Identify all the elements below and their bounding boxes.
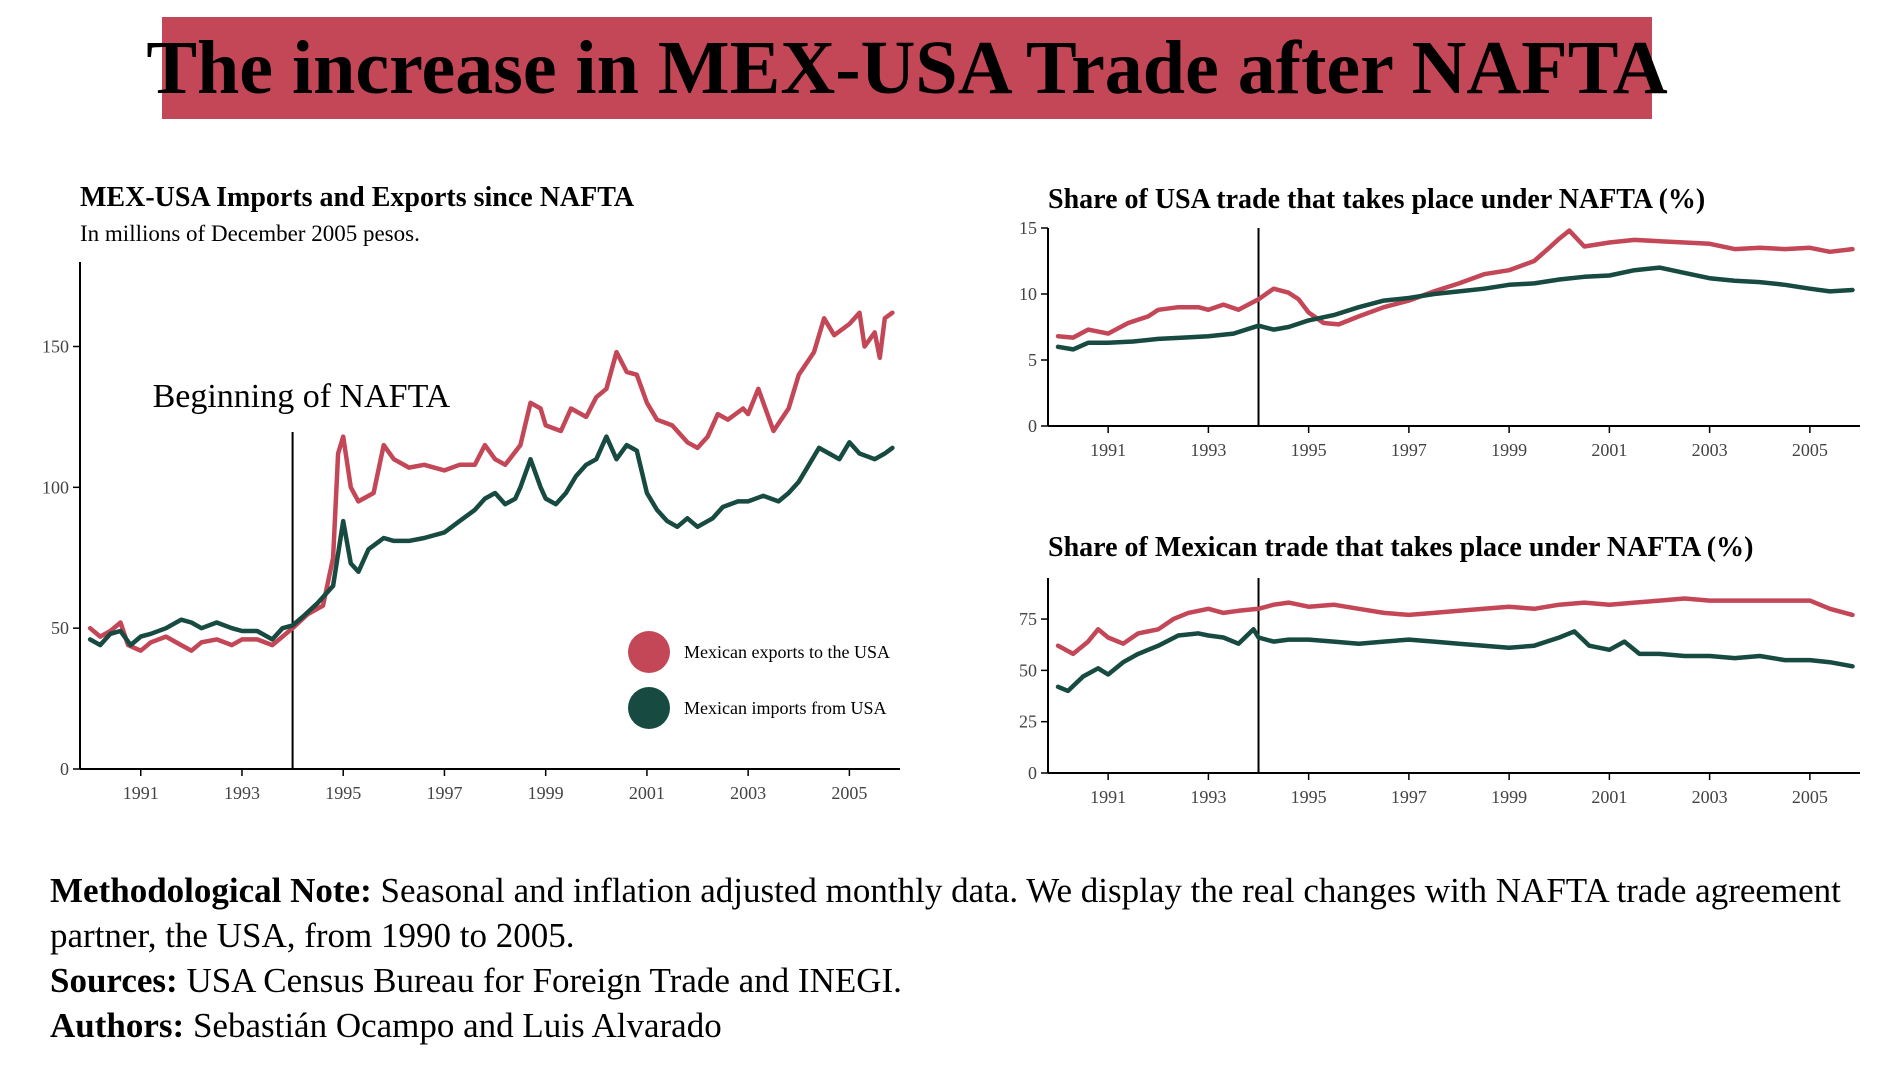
x-tick-label: 1991 — [1090, 787, 1126, 807]
x-tick-label: 1995 — [325, 783, 361, 803]
x-tick-label: 1993 — [1190, 440, 1226, 460]
legend-swatch — [628, 631, 670, 673]
x-tick-label: 1993 — [1190, 787, 1226, 807]
x-tick-label: 2001 — [629, 783, 665, 803]
y-tick-label: 10 — [1019, 284, 1037, 304]
method-note: Methodological Note: Seasonal and inflat… — [50, 868, 1850, 958]
x-tick-label: 1999 — [528, 783, 564, 803]
x-tick-label: 1995 — [1291, 440, 1327, 460]
series-line-0 — [1055, 596, 1855, 657]
x-tick-label: 2005 — [831, 783, 867, 803]
series-line-1 — [1055, 265, 1855, 352]
method-note-text: Seasonal and inflation adjusted monthly … — [50, 871, 1841, 955]
chart-title-mex-share: Share of Mexican trade that takes place … — [1048, 532, 1754, 563]
x-tick-label: 2003 — [1692, 440, 1728, 460]
chart-title-usa-share: Share of USA trade that takes place unde… — [1048, 184, 1706, 215]
legend-label: Mexican imports from USA — [684, 698, 886, 718]
x-tick-label: 1991 — [123, 783, 159, 803]
y-tick-label: 0 — [1028, 416, 1037, 436]
x-tick-label: 2003 — [730, 783, 766, 803]
page-title: The increase in MEX-USA Trade after NAFT… — [146, 25, 1668, 110]
y-tick-label: 0 — [1028, 763, 1037, 783]
series-line-1 — [87, 434, 895, 648]
x-tick-label: 2005 — [1792, 787, 1828, 807]
sources-note: Sources: USA Census Bureau for Foreign T… — [50, 958, 1850, 1003]
method-note-label: Methodological Note: — [50, 871, 372, 910]
y-tick-label: 75 — [1019, 609, 1037, 629]
x-tick-label: 1997 — [1391, 787, 1427, 807]
series-line-0 — [87, 310, 895, 653]
y-tick-label: 5 — [1028, 350, 1037, 370]
x-tick-label: 1997 — [426, 783, 462, 803]
sources-text: USA Census Bureau for Foreign Trade and … — [177, 961, 902, 1000]
title-banner: The increase in MEX-USA Trade after NAFT… — [146, 17, 1668, 119]
x-tick-label: 1999 — [1491, 787, 1527, 807]
x-tick-label: 1991 — [1090, 440, 1126, 460]
y-tick-label: 50 — [1019, 660, 1037, 680]
chart-subtitle-imports-exports: In millions of December 2005 pesos. — [80, 221, 420, 246]
authors-note: Authors: Sebastián Ocampo and Luis Alvar… — [50, 1003, 1850, 1048]
y-tick-label: 15 — [1019, 218, 1037, 238]
chart-title-imports-exports: MEX-USA Imports and Exports since NAFTA — [80, 182, 635, 213]
authors-text: Sebastián Ocampo and Luis Alvarado — [184, 1006, 722, 1045]
x-tick-label: 1997 — [1391, 440, 1427, 460]
chart-mex-share: 0 25 50 75 1991 1993 1995 1997 1999 2001 2003 2005 — [1019, 578, 1860, 807]
x-tick-label: 2005 — [1792, 440, 1828, 460]
y-tick-label: 150 — [42, 337, 69, 357]
x-tick-label: 2003 — [1692, 787, 1728, 807]
nafta-annotation-label: Beginning of NAFTA — [153, 378, 451, 415]
series-line-1 — [1055, 627, 1855, 694]
x-tick-label: 1995 — [1291, 787, 1327, 807]
y-tick-label: 0 — [60, 759, 69, 779]
legend-label: Mexican exports to the USA — [684, 642, 890, 662]
x-tick-label: 1993 — [224, 783, 260, 803]
authors-label: Authors: — [50, 1006, 185, 1045]
y-tick-label: 50 — [51, 618, 69, 638]
y-tick-label: 100 — [42, 477, 69, 497]
x-tick-label: 1999 — [1491, 440, 1527, 460]
x-tick-label: 2001 — [1591, 787, 1627, 807]
chart-imports-exports: 0 50 100 150 1991 1993 1995 1997 1999 2001 2003 200… — [42, 262, 900, 803]
x-tick-label: 2001 — [1591, 440, 1627, 460]
notes-block: Methodological Note: Seasonal and inflat… — [50, 868, 1850, 1048]
sources-label: Sources: — [50, 961, 178, 1000]
y-tick-label: 25 — [1019, 712, 1037, 732]
chart-usa-share: 0 5 10 15 1991 1993 1995 1997 1999 2001 2003 2005 — [1019, 218, 1860, 460]
legend-swatch — [628, 687, 670, 729]
series-line-0 — [1055, 228, 1855, 340]
